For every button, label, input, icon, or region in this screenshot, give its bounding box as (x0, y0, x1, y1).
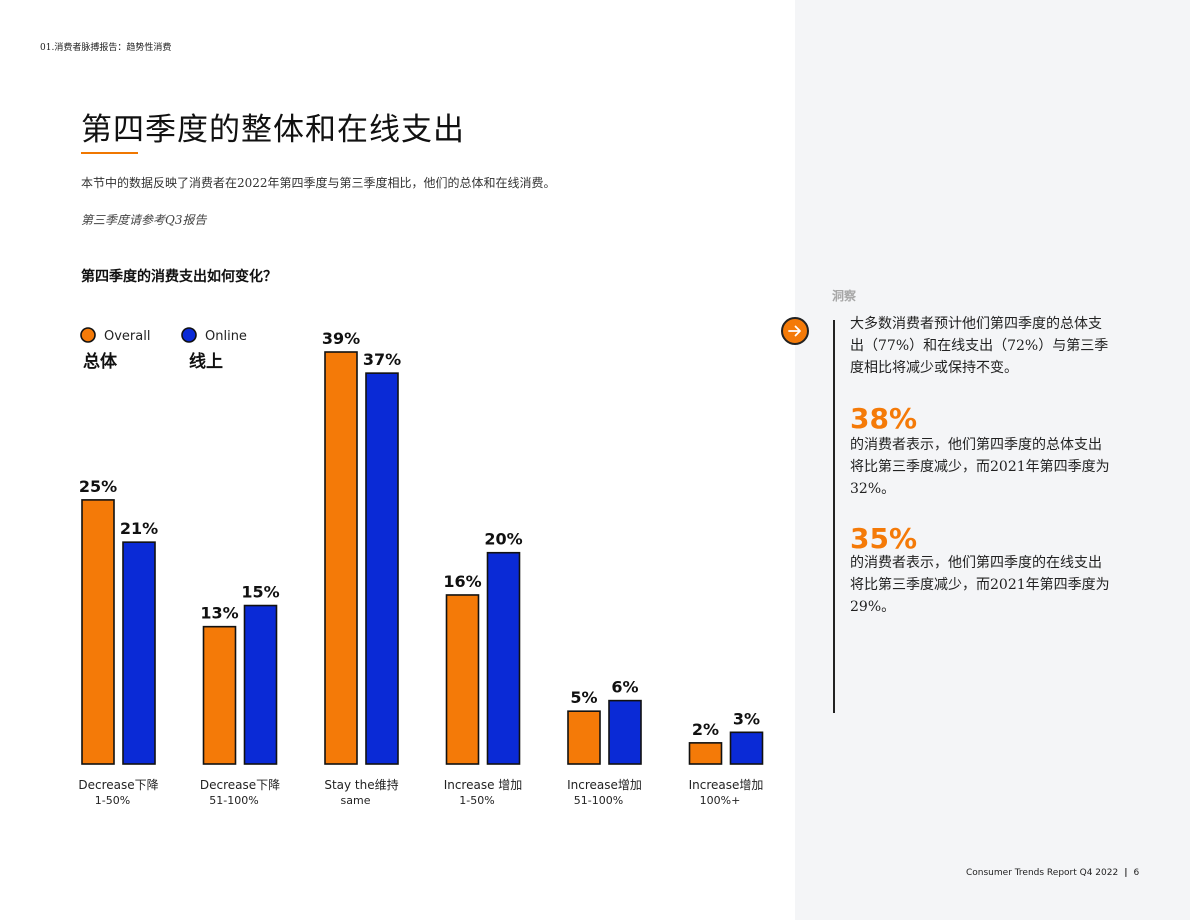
bar-online-6 (729, 731, 764, 765)
data-label-overall-6: 2% (692, 720, 719, 739)
data-label-online-1: 21% (120, 519, 158, 538)
data-label-online-6: 3% (733, 709, 760, 728)
category-label-3: Stay the维持 (324, 777, 398, 792)
data-label-online-4: 20% (484, 530, 522, 549)
title-underline (81, 152, 138, 154)
insight-panel (795, 0, 1190, 920)
category-label-1: Decrease下降 (78, 778, 158, 792)
data-label-overall-5: 5% (570, 688, 597, 707)
data-label-overall-1: 25% (79, 477, 117, 496)
footer: Consumer Trends Report Q4 2022 | 6 (966, 868, 1139, 878)
breadcrumb: 01.消费者脉搏报告：趋势性消费 (40, 43, 172, 53)
legend-label-online: Online (205, 329, 247, 344)
legend-label-cn-online: 线上 (189, 351, 223, 372)
footer-separator: | (1124, 868, 1128, 878)
bar-overall-3 (324, 351, 358, 765)
data-label-online-5: 6% (611, 678, 638, 697)
bar-overall-4 (445, 594, 480, 765)
data-label-online-2: 15% (241, 583, 279, 602)
category-label-5: Increase增加 (567, 778, 642, 792)
intro-text: 本节中的数据反映了消费者在2022年第四季度与第三季度相比，他们的总体和在线消费… (81, 176, 556, 190)
data-label-overall-2: 13% (200, 604, 238, 623)
data-label-online-3: 37% (363, 350, 401, 369)
insight-summary: 大多数消费者预计他们第四季度的总体支出（77%）和在线支出（72%）与第三季度相… (850, 316, 1109, 376)
stat-online-text: 的消费者表示，他们第四季度的在线支出将比第三季度减少，而2021年第四季度为29… (850, 555, 1110, 615)
category-sublabel-5: 51-100% (574, 794, 623, 807)
stat-online-value: 35% (850, 522, 918, 555)
data-label-overall-3: 39% (322, 329, 360, 348)
category-sublabel-6: 100%+ (700, 794, 741, 807)
category-sublabel-4: 1-50% (459, 794, 494, 807)
legend-label-overall: Overall (104, 329, 150, 344)
bar-online-3 (365, 372, 399, 765)
legend-swatch-overall (80, 327, 96, 343)
stat-overall-text: 的消费者表示，他们第四季度的总体支出将比第三季度减少，而2021年第四季度为32… (850, 437, 1110, 497)
bar-overall-2 (202, 625, 237, 765)
category-label-6: Increase增加 (689, 778, 764, 792)
stat-overall-value: 38% (850, 402, 918, 435)
bar-online-5 (608, 699, 642, 765)
category-sublabel-1: 1-50% (95, 794, 130, 807)
bar-overall-1 (81, 499, 115, 765)
reference-note: 第三季度请参考Q3报告 (81, 213, 207, 227)
bar-overall-5 (567, 710, 601, 765)
category-sublabel-3: same (341, 794, 371, 807)
category-label-2: Decrease下降 (200, 778, 280, 792)
arrow-right-icon (781, 317, 809, 345)
bar-online-1 (122, 541, 156, 765)
page-title: 第四季度的整体和在线支出 (81, 112, 465, 148)
legend-swatch-online (181, 327, 197, 343)
category-label-4: Increase 增加 (444, 778, 523, 792)
bar-online-2 (243, 604, 278, 765)
bar-online-4 (486, 551, 521, 765)
chart-question: 第四季度的消费支出如何变化？ (81, 269, 277, 285)
insight-label: 洞察 (832, 289, 857, 303)
page-number: 6 (1133, 868, 1140, 878)
category-sublabel-2: 51-100% (209, 794, 258, 807)
bar-overall-6 (688, 742, 723, 765)
data-label-overall-4: 16% (443, 572, 481, 591)
insight-divider (833, 320, 835, 713)
footer-report-name: Consumer Trends Report Q4 2022 (966, 868, 1119, 878)
bar-chart: Overall 总体 Online 线上 25% 21% Decrease下降 1-50% 13… (78, 327, 764, 807)
legend-label-cn-overall: 总体 (83, 351, 118, 372)
